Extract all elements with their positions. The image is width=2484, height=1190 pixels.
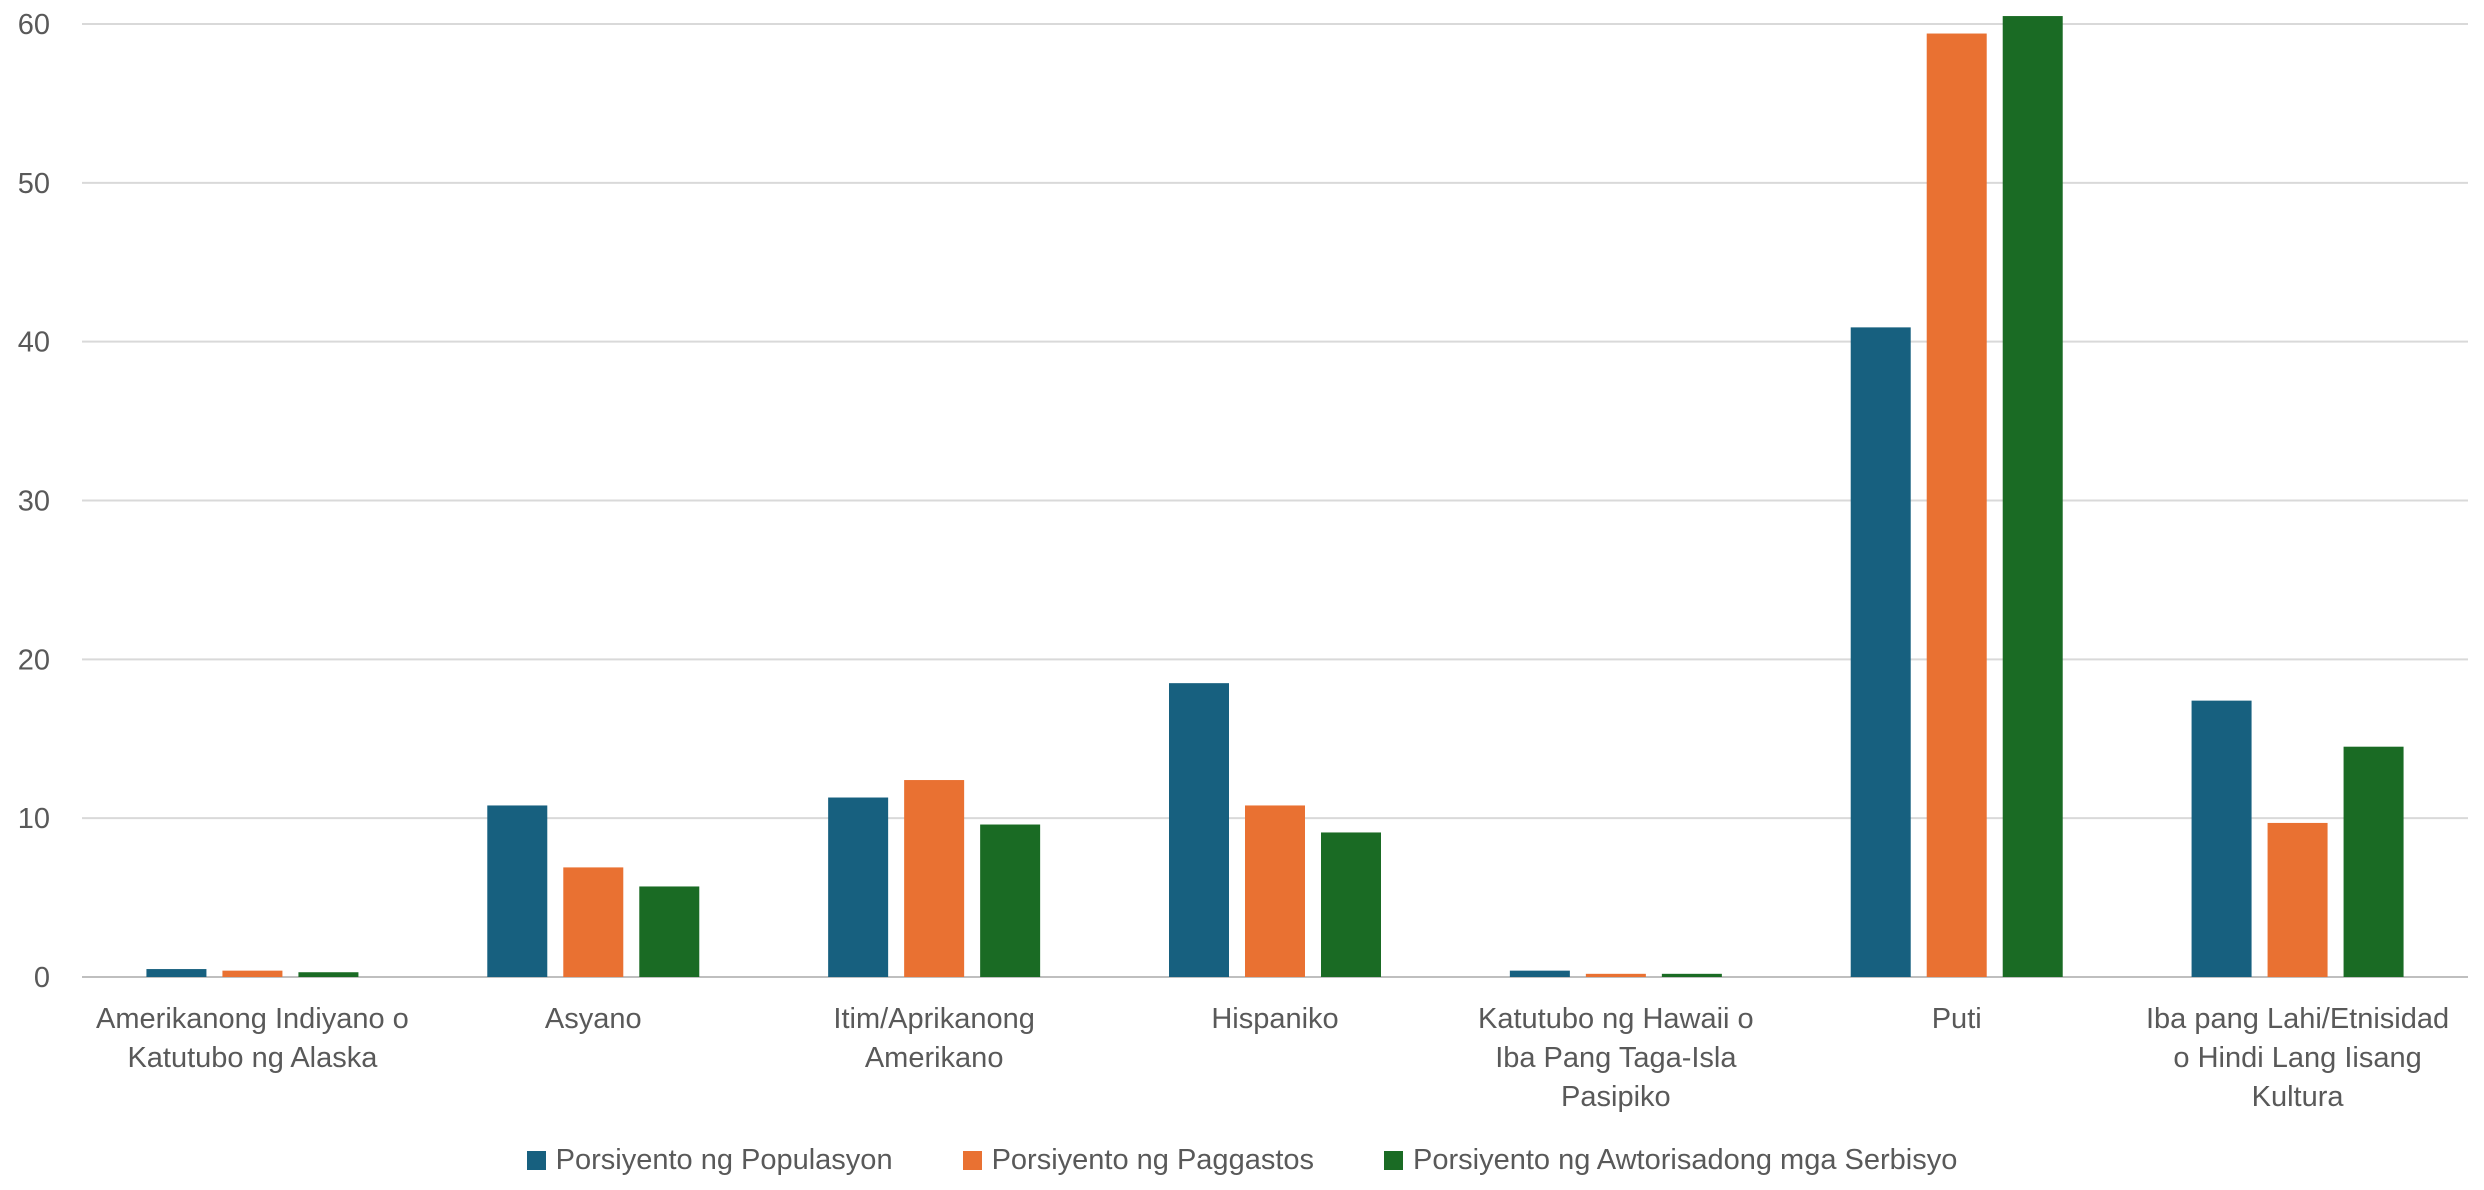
y-axis: 0 10 20 30 40 50 60	[18, 9, 50, 994]
x-tick-label: Amerikanong Indiyano o	[96, 1003, 409, 1035]
x-tick-label: Iba Pang Taga-Isla	[1495, 1042, 1737, 1074]
bar	[904, 780, 965, 977]
bar	[1245, 805, 1305, 977]
legend-swatch	[526, 1150, 546, 1170]
legend-swatch	[962, 1150, 982, 1170]
x-tick-label: Itim/Aprikanong	[833, 1003, 1035, 1035]
x-tick-label: Amerikano	[865, 1042, 1004, 1074]
bar	[563, 867, 624, 977]
x-tick-label: o Hindi Lang Iisang	[2173, 1042, 2421, 1074]
y-tick-label: 40	[18, 327, 50, 359]
bar	[1585, 973, 1646, 977]
x-tick-label: Puti	[1932, 1003, 1982, 1035]
x-tick-label: Pasipiko	[1561, 1081, 1671, 1113]
bar	[639, 886, 700, 977]
bars	[146, 16, 2404, 977]
y-tick-label: 50	[18, 168, 50, 200]
legend-swatch	[1384, 1150, 1404, 1170]
legend: Porsiyento ng Populasyon Porsiyento ng Pa…	[0, 1130, 2484, 1190]
legend-label: Porsiyento ng Paggastos	[991, 1143, 1315, 1176]
bar	[1850, 327, 1911, 977]
x-tick-label: Asyano	[545, 1003, 642, 1035]
x-tick-label: Hispaniko	[1211, 1003, 1338, 1035]
bar	[1169, 683, 1229, 977]
bar	[487, 805, 548, 977]
x-tick-label: Kultura	[2252, 1081, 2345, 1113]
y-tick-label: 20	[18, 644, 50, 676]
bar	[222, 970, 283, 977]
bar	[298, 972, 359, 977]
x-axis: Amerikanong Indiyano o Katutubo ng Alaska…	[96, 1003, 2449, 1113]
y-tick-label: 10	[18, 803, 50, 835]
gridlines	[82, 23, 2468, 978]
bar	[2002, 16, 2063, 977]
legend-label: Porsiyento ng Populasyon	[555, 1143, 893, 1176]
legend-label: Porsiyento ng Awtorisadong mga Serbisyo	[1413, 1143, 1958, 1176]
bar	[2191, 700, 2252, 977]
legend-item: Porsiyento ng Paggastos	[962, 1143, 1315, 1177]
legend-item: Porsiyento ng Awtorisadong mga Serbisyo	[1384, 1144, 1957, 1177]
bar	[1926, 33, 1987, 977]
bar	[828, 797, 889, 977]
x-tick-label: Katutubo ng Hawaii o	[1478, 1003, 1754, 1035]
bar-chart: 0 10 20 30 40 50 60 Amerikanong Indiyano o Katu…	[18, 9, 2468, 1113]
bar	[980, 824, 1041, 977]
bar	[2343, 746, 2404, 977]
bar	[146, 969, 207, 977]
bar	[2267, 822, 2328, 977]
legend-item: Porsiyento ng Populasyon	[526, 1143, 893, 1177]
x-tick-label: Katutubo ng Alaska	[127, 1042, 378, 1074]
bar	[1661, 973, 1722, 977]
x-tick-label: Iba pang Lahi/Etnisidad	[2146, 1003, 2449, 1035]
y-tick-label: 60	[18, 9, 50, 41]
y-tick-label: 30	[18, 486, 50, 518]
bar	[1509, 970, 1570, 977]
y-tick-label: 0	[34, 962, 50, 994]
bar	[1321, 832, 1381, 977]
